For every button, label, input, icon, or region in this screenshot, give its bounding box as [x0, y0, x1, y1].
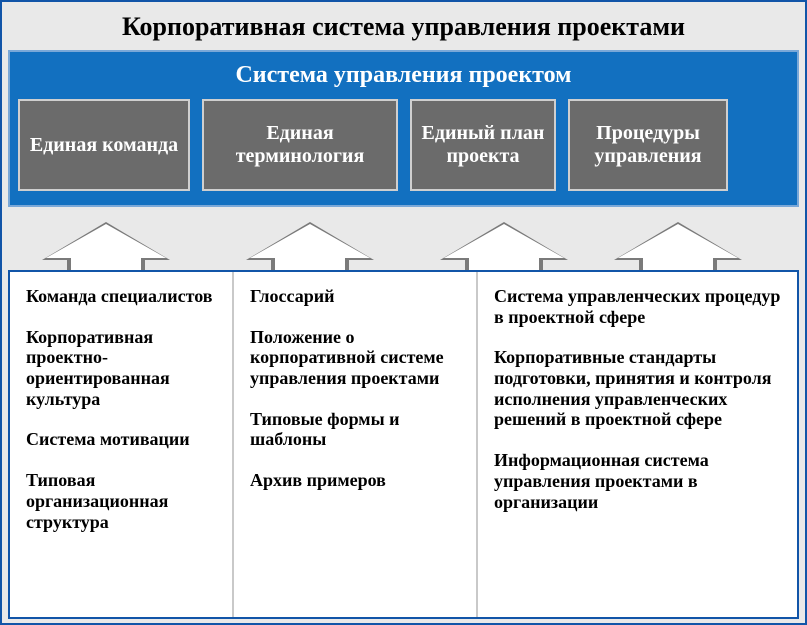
detail-item: Типовые формы и шаблоны: [250, 409, 462, 450]
detail-item: Система мотивации: [26, 429, 218, 450]
detail-item: Система управленческих процедур в проект…: [494, 286, 783, 327]
pillar-terminology: Единая терминология: [202, 99, 398, 191]
detail-item: Корпоративные стандарты подготовки, прин…: [494, 347, 783, 430]
pillar-team: Единая команда: [18, 99, 190, 191]
pillar-plan: Единый план проекта: [410, 99, 556, 191]
main-title: Корпоративная система управления проекта…: [2, 2, 805, 50]
detail-item: Команда специалистов: [26, 286, 218, 307]
column-team: Команда специалистов Корпоративная проек…: [10, 272, 234, 617]
detail-item: Информационная система управления проект…: [494, 450, 783, 512]
detail-item: Корпоративная проектно-ориентированная к…: [26, 327, 218, 410]
band-title: Система управления проектом: [18, 58, 789, 99]
column-procedures: Система управленческих процедур в проект…: [478, 272, 797, 617]
detail-item: Глоссарий: [250, 286, 462, 307]
pillar-procedures: Процедуры управления: [568, 99, 728, 191]
detail-item: Архив примеров: [250, 470, 462, 491]
pillar-row: Единая команда Единая терминология Едины…: [18, 99, 789, 191]
system-band: Система управления проектом Единая коман…: [8, 50, 799, 207]
column-terminology: Глоссарий Положение о корпоративной сист…: [234, 272, 478, 617]
detail-item: Положение о корпоративной системе управл…: [250, 327, 462, 389]
details-panel: Команда специалистов Корпоративная проек…: [8, 270, 799, 619]
detail-item: Типовая организационная структура: [26, 470, 218, 532]
diagram-frame: Корпоративная система управления проекта…: [0, 0, 807, 625]
